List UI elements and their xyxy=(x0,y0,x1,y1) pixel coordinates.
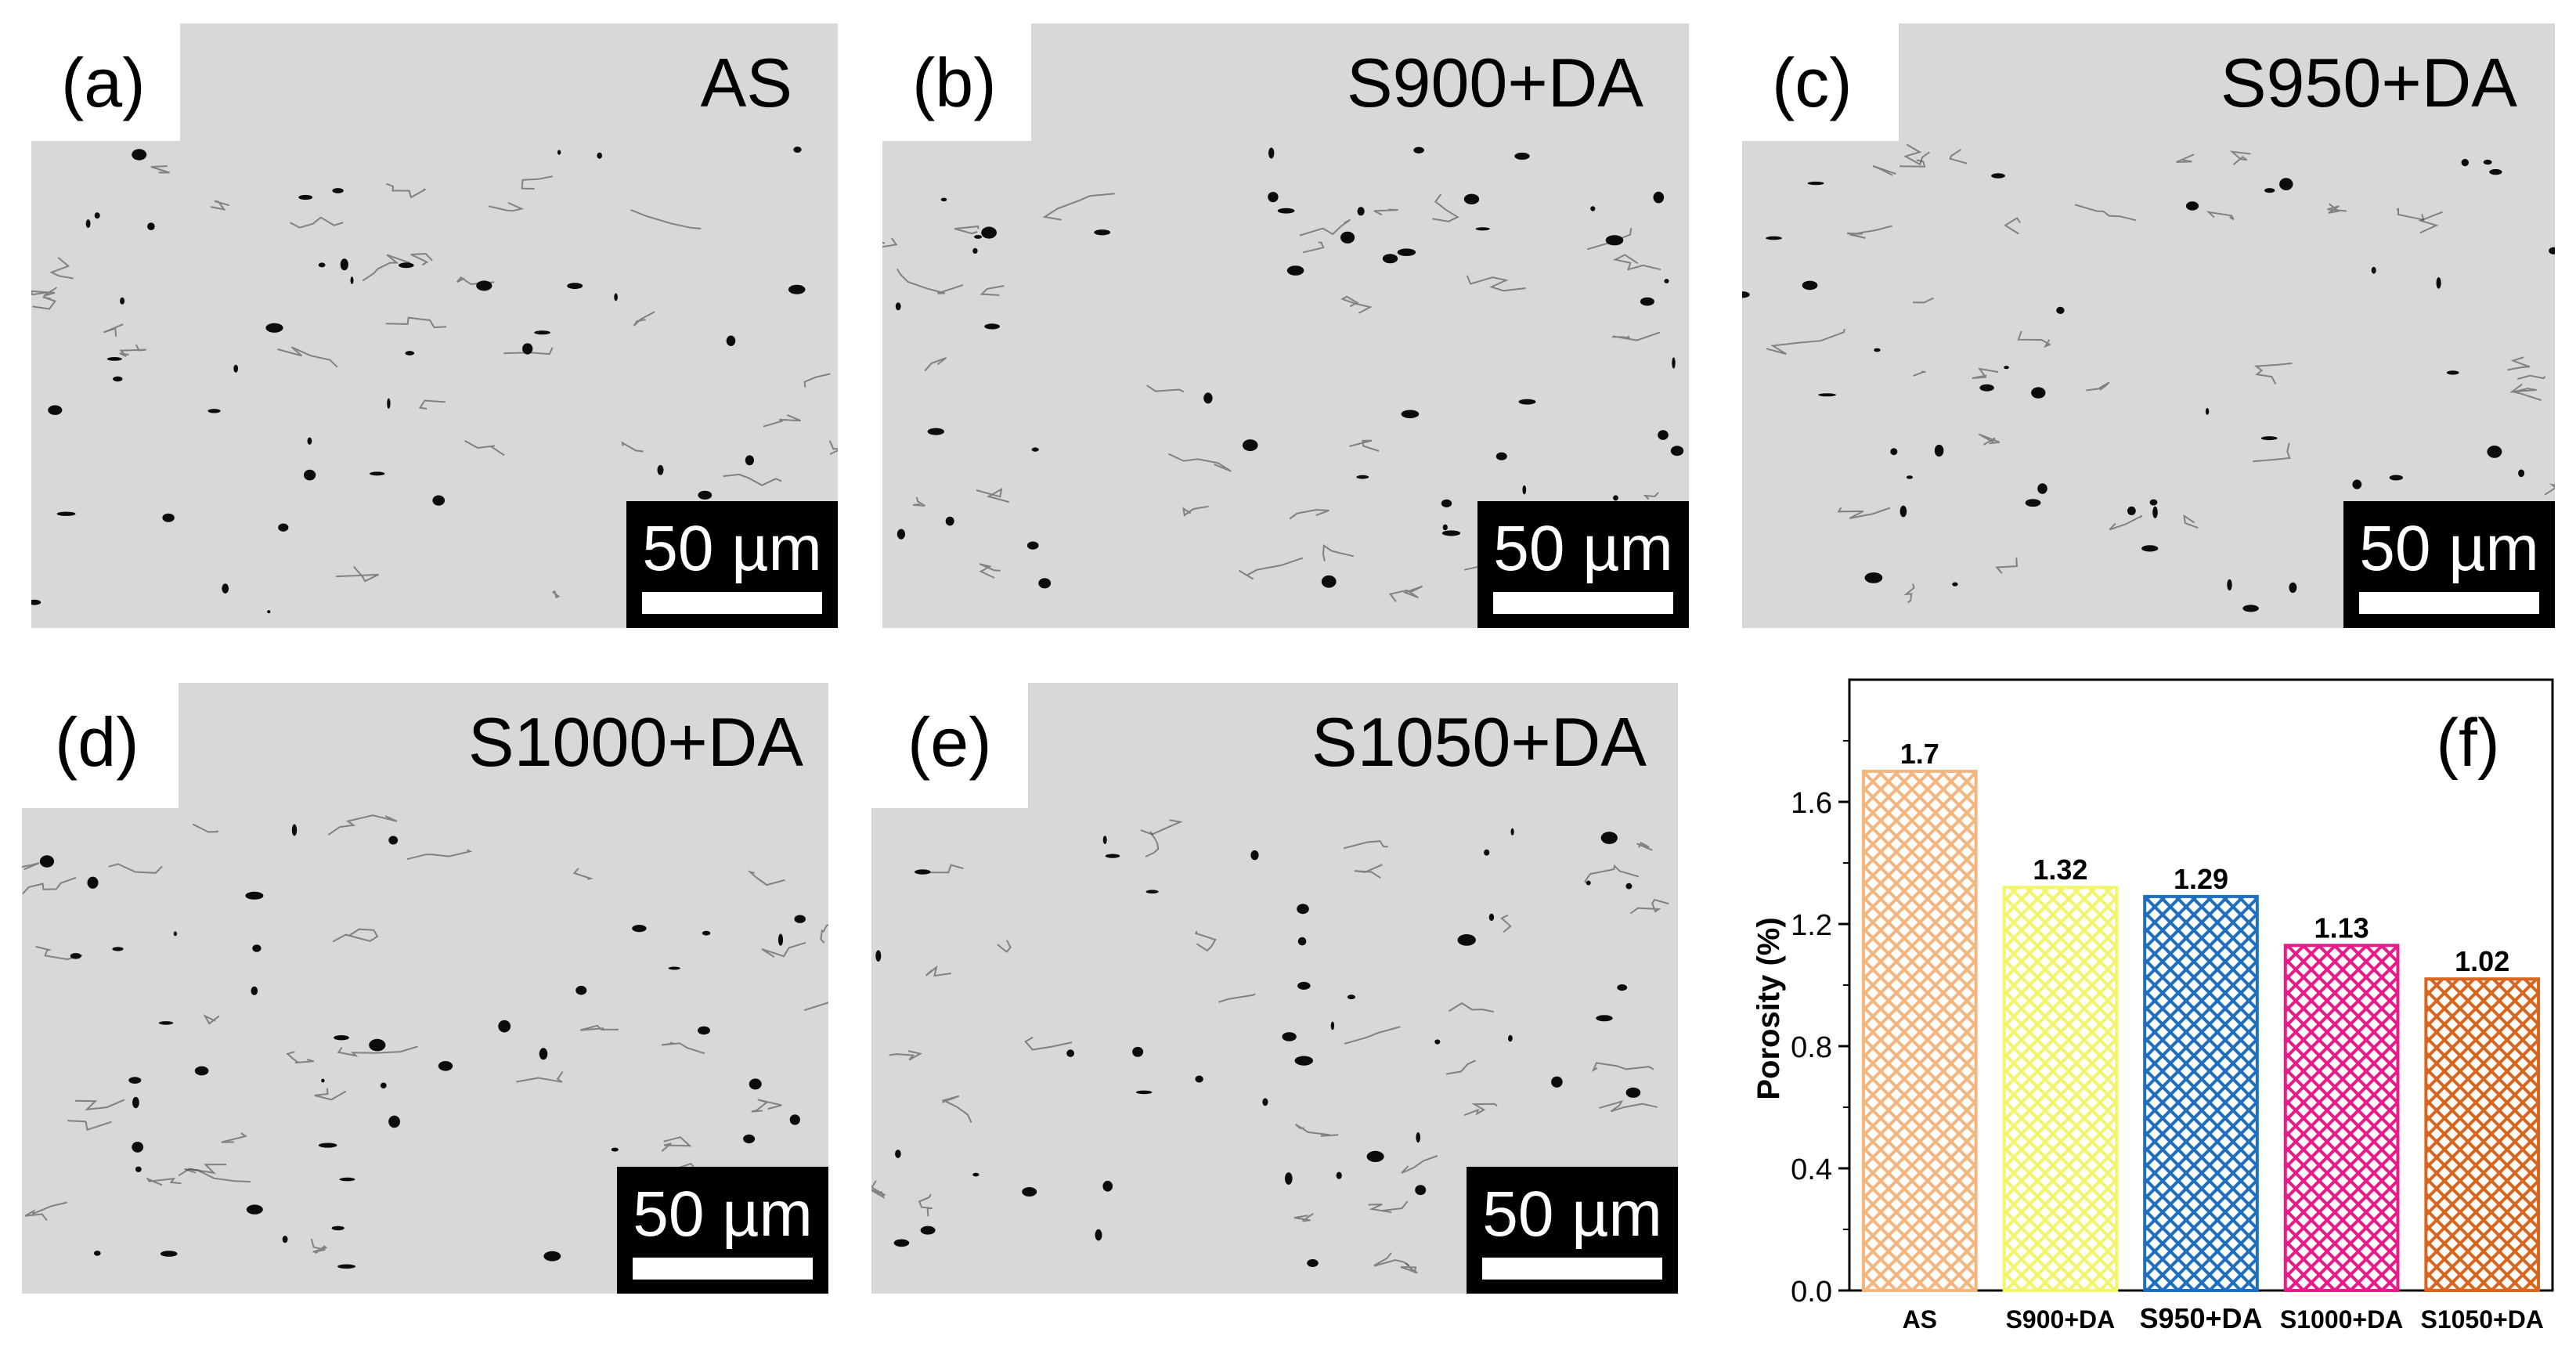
condition-label-c: S950+DA xyxy=(2220,44,2517,121)
bar-as xyxy=(1861,770,1978,1292)
data-label: 1.32 xyxy=(2033,854,2087,886)
condition-label-e: S1050+DA xyxy=(1311,703,1647,781)
x-tick-label: S1050+DA xyxy=(2420,1305,2543,1334)
y-tick-label: 0.8 xyxy=(1791,1031,1832,1064)
y-tick-label: 1.6 xyxy=(1791,787,1832,820)
micrograph-panel-e: (e) S1050+DA 50 µm xyxy=(871,683,1678,1294)
scale-bar xyxy=(633,1258,813,1280)
y-tick-label: 1.2 xyxy=(1791,909,1832,942)
micrograph-panel-a: (a) AS 50 µm xyxy=(31,23,838,628)
scale-bar-box: 50 µm xyxy=(1467,1167,1678,1294)
scale-bar-box: 50 µm xyxy=(617,1167,828,1294)
x-tick-label: S950+DA xyxy=(2139,1302,2262,1334)
data-label: 1.02 xyxy=(2455,945,2509,977)
micrograph-panel-d: (d) S1000+DA 50 µm xyxy=(22,683,828,1294)
scale-bar-box: 50 µm xyxy=(1477,501,1689,628)
panel-label-e: (e) xyxy=(907,703,992,781)
scale-bar-label: 50 µm xyxy=(633,1179,813,1250)
scale-bar xyxy=(1493,592,1673,614)
scale-bar xyxy=(1482,1258,1662,1280)
data-label: 1.13 xyxy=(2314,911,2369,944)
scale-bar-label: 50 µm xyxy=(1482,1179,1662,1250)
panel-label-c: (c) xyxy=(1772,44,1853,121)
micrograph-panel-b: (b) S900+DA 50 µm xyxy=(882,23,1689,628)
condition-label-a: AS xyxy=(700,44,792,121)
scale-bar-label: 50 µm xyxy=(2359,513,2539,584)
condition-label-d: S1000+DA xyxy=(467,703,803,781)
label-box xyxy=(31,23,180,141)
scale-bar-label: 50 µm xyxy=(1493,513,1673,584)
label-box xyxy=(871,683,1028,808)
x-tick-label: S1000+DA xyxy=(2280,1305,2403,1334)
x-tick-label: AS xyxy=(1903,1305,1937,1334)
data-label: 1.7 xyxy=(1900,738,1939,770)
y-axis-title: Porosity (%) xyxy=(1752,917,1786,1099)
y-tick-label: 0.0 xyxy=(1791,1276,1832,1308)
bar-s1050-da xyxy=(2424,977,2541,1292)
label-box xyxy=(22,683,179,808)
panel-label-b: (b) xyxy=(912,44,997,121)
micrograph-panel-c: (c) S950+DA 50 µm xyxy=(1742,23,2555,628)
scale-bar xyxy=(642,592,822,614)
scale-bar-box: 50 µm xyxy=(626,501,838,628)
bar-s1000-da xyxy=(2283,944,2400,1292)
scale-bar-label: 50 µm xyxy=(642,513,822,584)
panel-label-f: (f) xyxy=(2436,706,2499,781)
data-label: 1.29 xyxy=(2174,863,2228,895)
x-tick-label: S900+DA xyxy=(2006,1305,2116,1334)
micrograph-texture xyxy=(1742,143,2555,612)
scale-bar-box: 50 µm xyxy=(2343,501,2555,628)
porosity-bar-chart: 0.0 0.4 0.8 1.2 1.6 AS S900+DA S950+DA S1000+DA S… xyxy=(1752,678,2554,1334)
micrograph-texture xyxy=(871,819,1673,1274)
scale-bar xyxy=(2359,592,2539,614)
condition-label-b: S900+DA xyxy=(1346,44,1643,121)
panel-label-d: (d) xyxy=(55,703,139,781)
label-box xyxy=(882,23,1031,141)
y-tick-label: 0.4 xyxy=(1791,1153,1832,1186)
bar-s900-da xyxy=(2002,886,2119,1292)
bar-s950-da xyxy=(2143,894,2259,1292)
label-box xyxy=(1742,23,1899,141)
micrograph-texture xyxy=(22,814,828,1282)
panel-label-a: (a) xyxy=(61,44,146,121)
